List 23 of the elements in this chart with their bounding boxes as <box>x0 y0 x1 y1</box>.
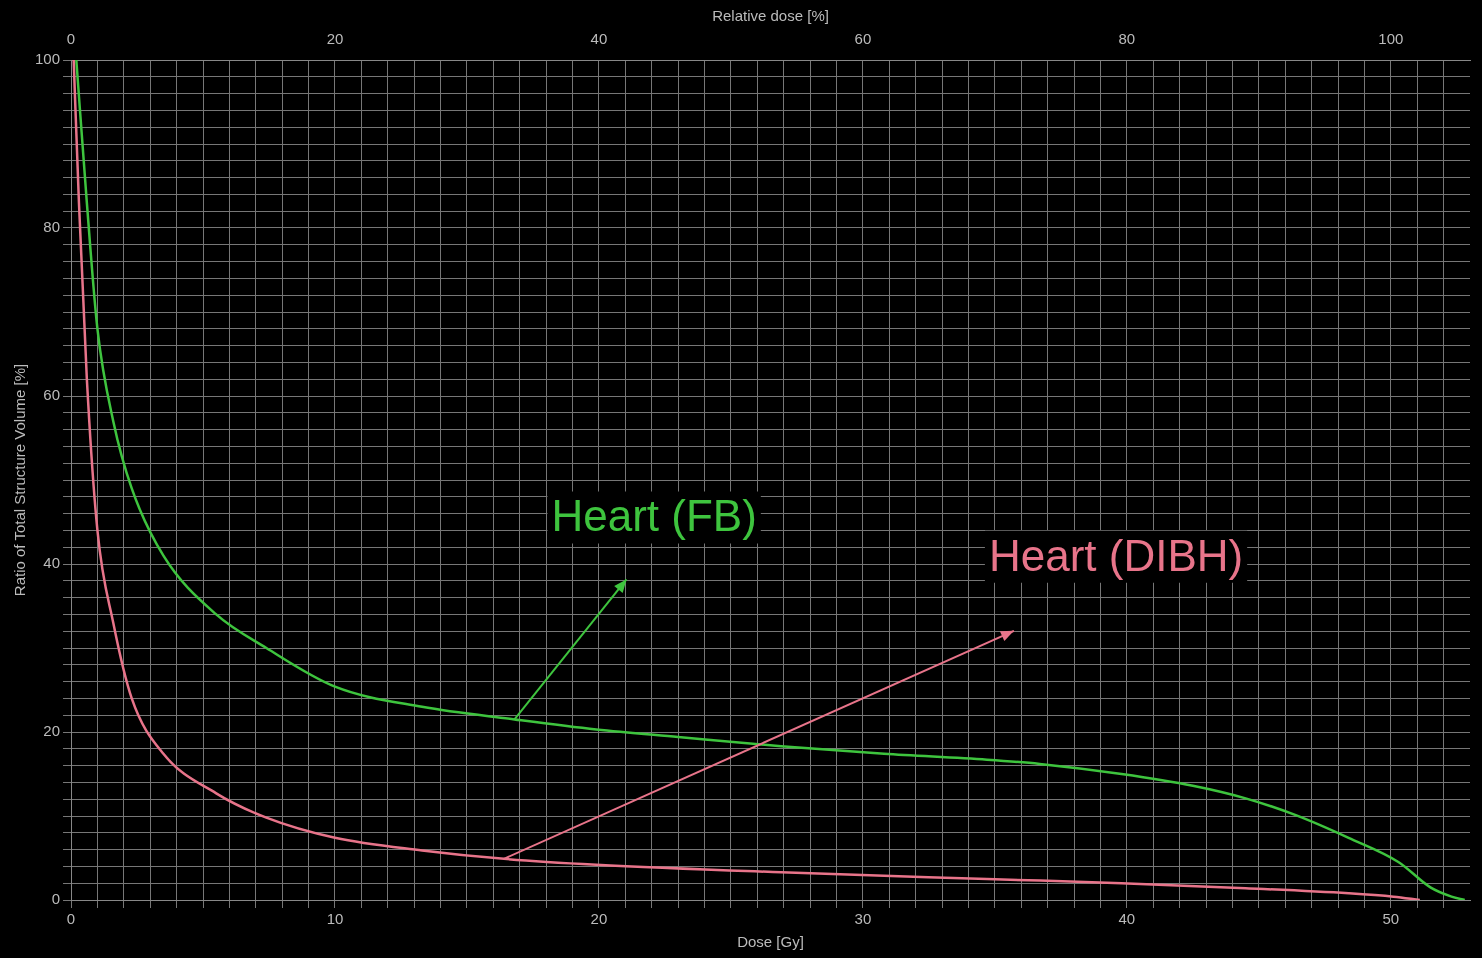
x-tick-label: 30 <box>854 910 872 928</box>
x-tick-label: 10 <box>326 910 344 928</box>
y-tick-label: 60 <box>43 386 61 404</box>
x2-tick-label: 80 <box>1118 30 1136 48</box>
x-tick-label: 20 <box>590 910 608 928</box>
x-tick-label: 0 <box>66 910 76 928</box>
x2-tick-label: 40 <box>590 30 608 48</box>
x-tick-label: 40 <box>1118 910 1136 928</box>
x2-axis-title: Relative dose [%] <box>712 7 829 25</box>
y-tick-label: 100 <box>35 50 61 68</box>
x2-tick-label: 100 <box>1378 30 1404 48</box>
x-axis-title: Dose [Gy] <box>737 933 804 951</box>
text: Heart (DIBH) <box>988 530 1244 580</box>
text: Heart (FB) <box>551 491 757 541</box>
x2-tick-label: 60 <box>854 30 872 48</box>
y-tick-label: 80 <box>43 218 61 236</box>
y-tick-label: 40 <box>43 554 61 572</box>
x2-tick-label: 20 <box>326 30 344 48</box>
y-tick-label: 0 <box>51 890 61 908</box>
y-axis-title: Ratio of Total Structure Volume [%] <box>11 363 29 597</box>
y-tick-label: 20 <box>43 722 61 740</box>
x2-tick-label: 0 <box>66 30 76 48</box>
x-tick-label: 50 <box>1382 910 1400 928</box>
